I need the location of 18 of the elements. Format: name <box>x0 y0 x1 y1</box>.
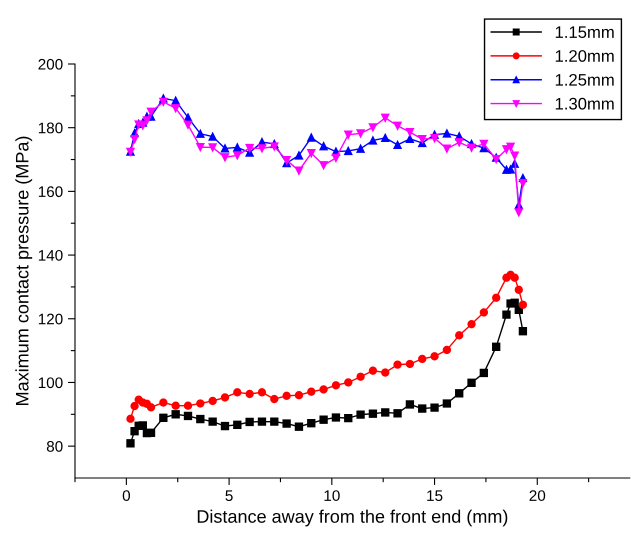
y-tick-label: 120 <box>38 314 63 324</box>
legend-label: 1.30mm <box>556 98 614 110</box>
y-tick-label: 180 <box>38 122 63 134</box>
y-tick-label: 200 <box>38 58 63 70</box>
y-tick-label: 140 <box>38 250 63 261</box>
y-tick-label: 100 <box>38 377 63 388</box>
x-tick-label: 10 <box>324 490 340 502</box>
legend-label: 1.20mm <box>556 50 614 62</box>
x-tick-label: 5 <box>225 490 233 502</box>
x-tick-label: 15 <box>427 490 442 502</box>
y-tick-label: 160 <box>38 186 63 198</box>
y-axis-title: Maximum contact pressure (MPa) <box>15 136 32 405</box>
x-axis-title: Distance away from the front end (mm) <box>198 510 508 526</box>
y-tick-label: 80 <box>46 441 63 452</box>
legend-label: 1.15mm <box>556 26 614 38</box>
x-tick-label: 0 <box>122 490 130 502</box>
legend-label: 1.25mm <box>556 74 614 86</box>
x-tick-label: 20 <box>530 490 546 502</box>
